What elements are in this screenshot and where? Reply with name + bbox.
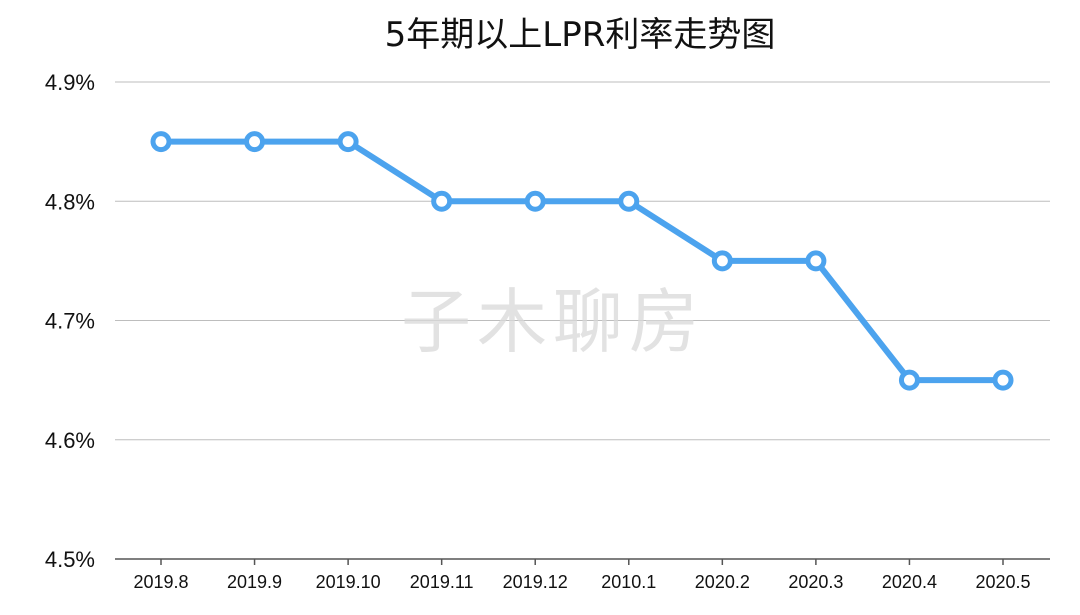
x-tick-label: 2020.3 — [788, 572, 843, 592]
y-tick-label: 4.5% — [45, 547, 95, 572]
data-point — [618, 190, 640, 212]
watermark: 子木聊房 — [401, 281, 705, 363]
x-tick-label: 2019.10 — [316, 572, 381, 592]
x-tick-label: 2019.11 — [410, 572, 474, 592]
y-tick-label: 4.6% — [45, 428, 95, 453]
x-tick-label: 2019.12 — [503, 572, 568, 592]
y-tick-label: 4.8% — [45, 189, 95, 214]
y-tick-label: 4.9% — [45, 70, 95, 95]
series-layer — [150, 131, 1014, 391]
data-point — [805, 250, 827, 272]
data-point — [711, 250, 733, 272]
x-tick-label: 2020.2 — [695, 572, 750, 592]
data-point — [898, 369, 920, 391]
series-line — [158, 138, 1006, 384]
data-point — [992, 369, 1014, 391]
y-axis-ticks: 4.5% 4.6% 4.7% 4.8% 4.9% — [45, 70, 95, 572]
chart-title: 5年期以上LPR利率走势图 — [385, 15, 776, 55]
data-point — [337, 131, 359, 153]
x-tick-label: 2020.4 — [882, 572, 937, 592]
data-point — [431, 190, 453, 212]
data-point — [524, 190, 546, 212]
data-point — [150, 131, 172, 153]
grid-layer — [115, 81, 1050, 560]
x-tick-label: 2010.1 — [601, 572, 656, 592]
x-tick-label: 2019.9 — [227, 572, 282, 592]
x-axis-ticks: 2019.8 2019.9 2019.10 2019.11 2019.12 2010.1 2… — [133, 559, 1031, 592]
x-tick-label: 2019.8 — [133, 572, 188, 592]
data-point — [244, 131, 266, 153]
y-tick-label: 4.7% — [45, 309, 95, 334]
x-tick-label: 2020.5 — [975, 572, 1030, 592]
